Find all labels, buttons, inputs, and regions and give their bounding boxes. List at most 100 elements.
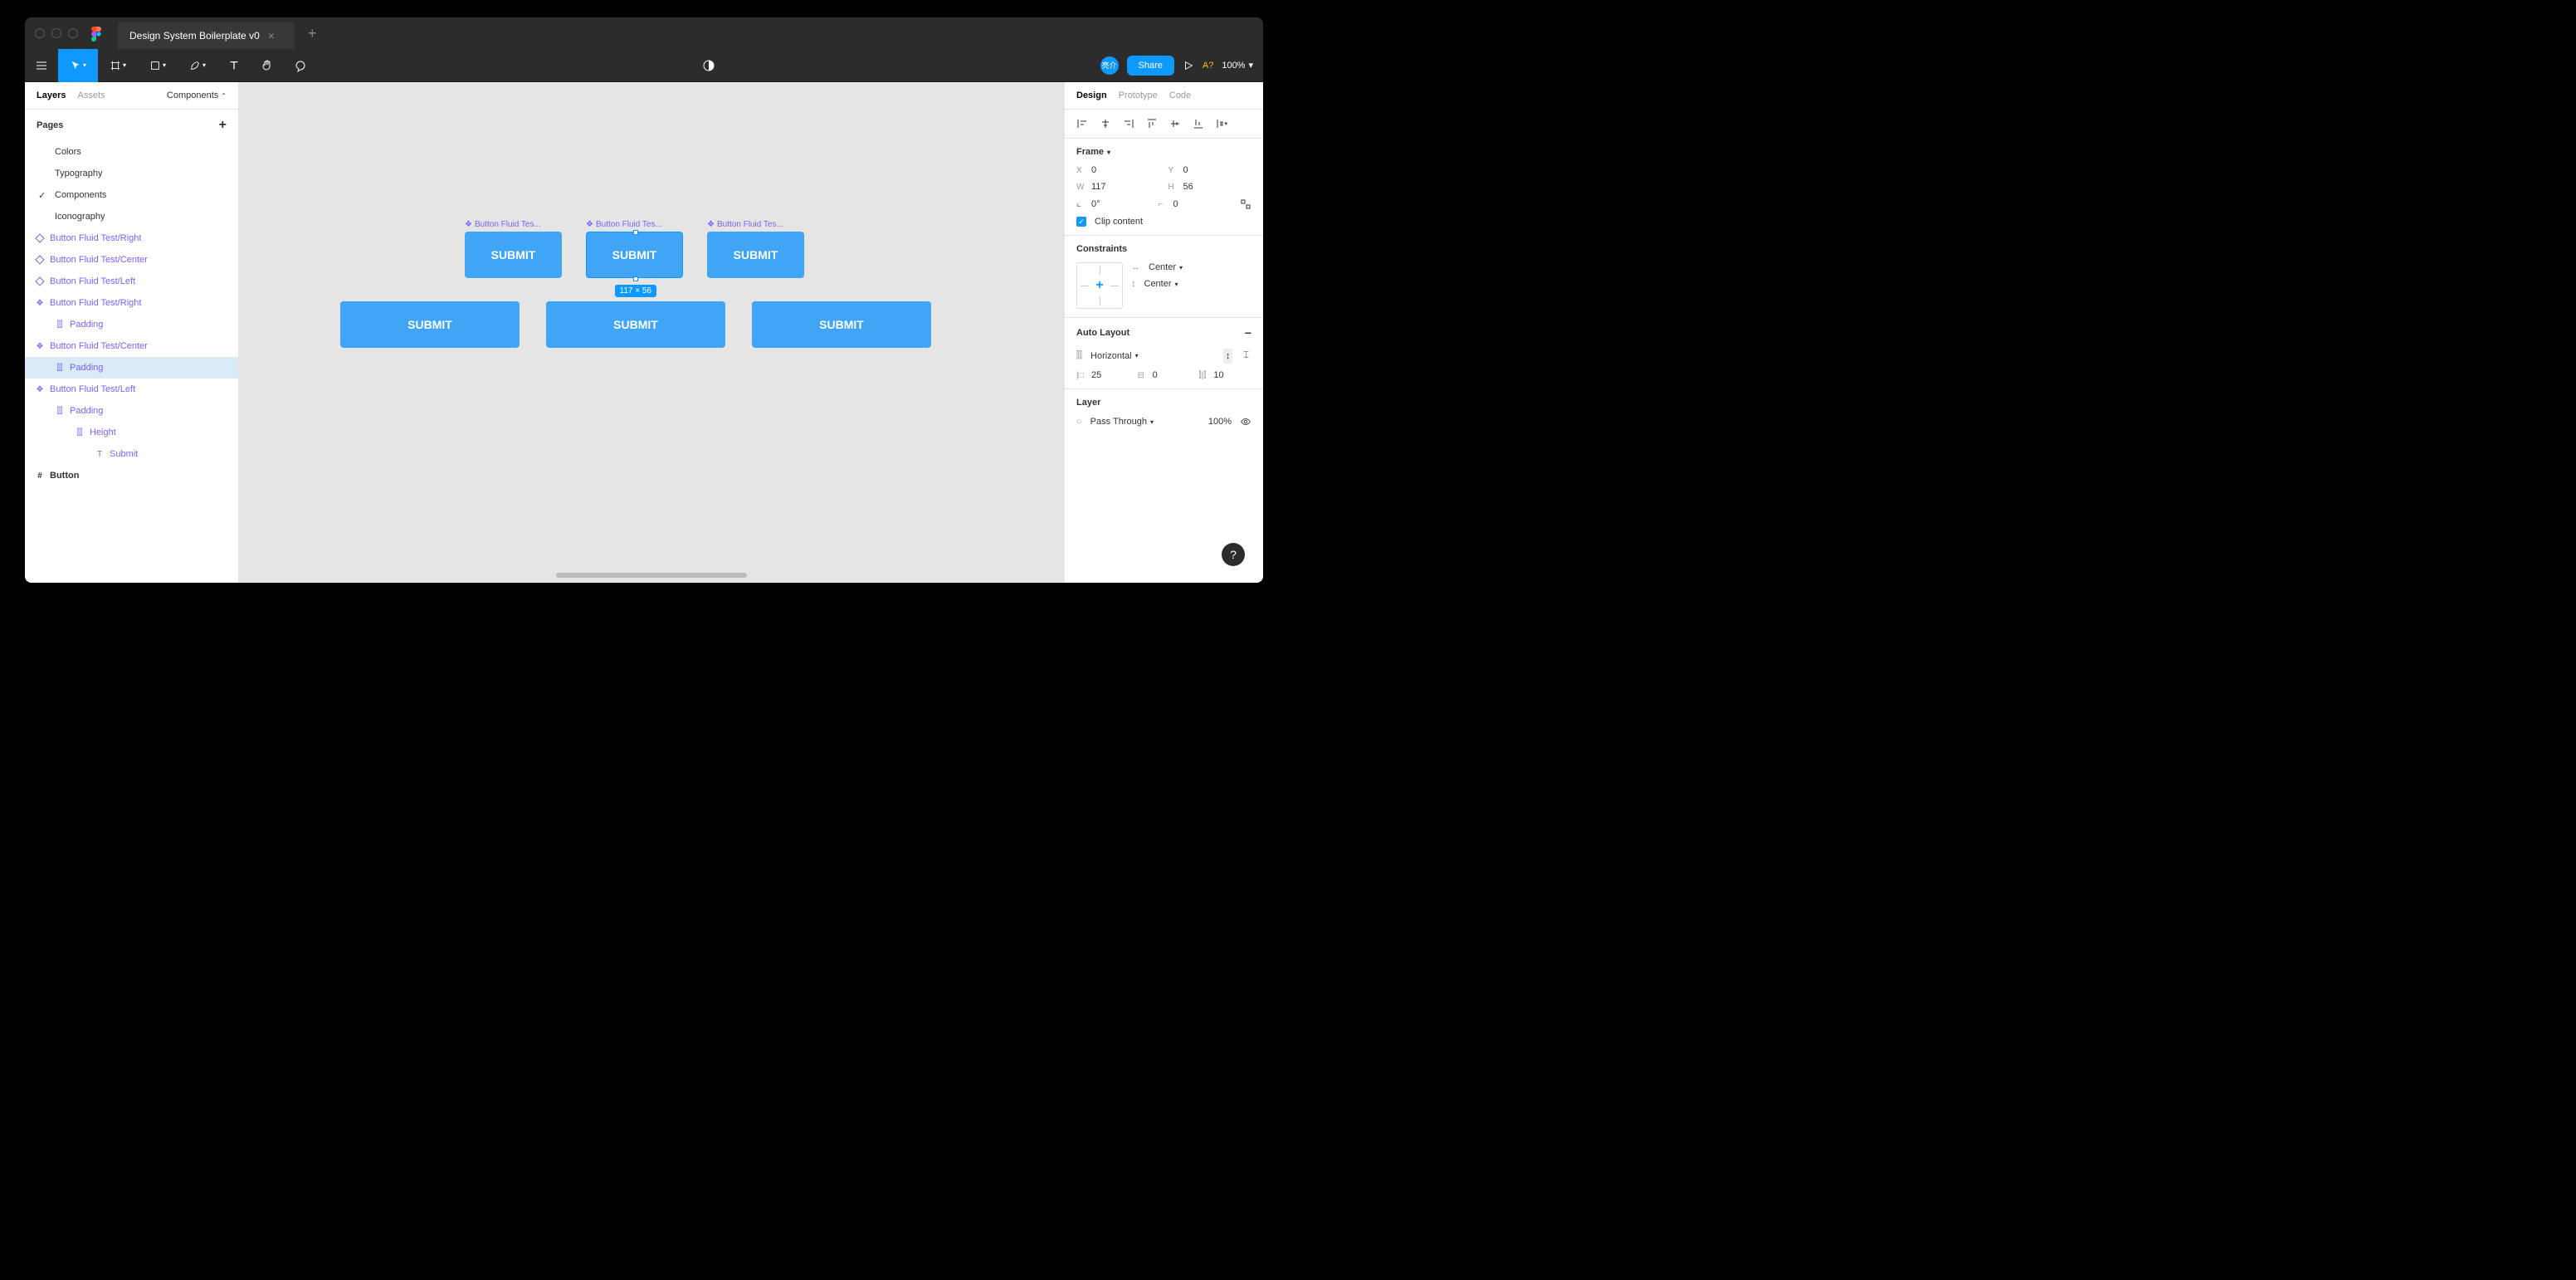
close-window-icon[interactable] — [35, 28, 45, 38]
user-avatar[interactable]: 亮介 — [1100, 56, 1119, 75]
main-area: Layers Assets Components ⌃ Pages + Color… — [25, 82, 1263, 583]
blend-dropdown[interactable]: Pass Through ▾ — [1090, 417, 1154, 427]
new-tab-button[interactable]: + — [308, 25, 317, 42]
share-button[interactable]: Share — [1127, 56, 1174, 76]
pages-header: Pages + — [25, 110, 238, 141]
menu-button[interactable] — [25, 49, 58, 82]
item-spacing-input[interactable]: 10 — [1213, 370, 1223, 380]
layer-item[interactable]: ❖Button Fluid Test/Left — [25, 379, 238, 400]
auto-layout-section: Auto Layout − ⫿⫿ Horizontal ▾ ↕ ⌶ |□25 ⊟… — [1065, 318, 1263, 389]
canvas-button[interactable]: SUBMIT — [707, 232, 804, 278]
v-constraint-dropdown[interactable]: Center ▾ — [1144, 279, 1178, 289]
clip-content-checkbox[interactable]: ✓ — [1076, 217, 1086, 227]
canvas-button[interactable]: SUBMIT — [340, 301, 520, 348]
y-input[interactable]: 0 — [1183, 165, 1188, 175]
canvas[interactable]: ❖ Button Fluid Tes... ❖ Button Fluid Tes.… — [239, 82, 1064, 583]
layer-item[interactable]: Button Fluid Test/Left — [25, 271, 238, 292]
text-tool[interactable] — [217, 49, 251, 82]
canvas-button[interactable]: SUBMIT — [546, 301, 725, 348]
align-bottom-icon[interactable] — [1193, 118, 1204, 129]
tab-title: Design System Boilerplate v0 — [129, 30, 260, 42]
h-input[interactable]: 56 — [1183, 182, 1193, 192]
pages-list: ColorsTypographyComponentsIconography — [25, 141, 238, 227]
move-tool[interactable]: ▾ — [58, 49, 98, 82]
horizontal-scrollbar[interactable] — [556, 573, 747, 578]
resize-h-icon[interactable]: ⌶ — [1241, 348, 1251, 364]
tab-design[interactable]: Design — [1076, 90, 1107, 100]
auto-layout-label: Auto Layout — [1076, 328, 1129, 338]
padding-input[interactable]: 25 — [1091, 370, 1101, 380]
align-top-icon[interactable] — [1146, 118, 1158, 129]
page-item[interactable]: Typography — [25, 163, 238, 184]
file-tab[interactable]: Design System Boilerplate v0 × — [118, 22, 295, 49]
shape-tool[interactable]: ▾ — [138, 49, 178, 82]
frame-tool[interactable]: ▾ — [98, 49, 138, 82]
align-h-center-icon[interactable] — [1100, 118, 1111, 129]
layer-name: Button Fluid Test/Center — [50, 255, 148, 265]
minimize-window-icon[interactable] — [51, 28, 61, 38]
component-label[interactable]: ❖ Button Fluid Tes... — [707, 220, 783, 229]
layer-item[interactable]: Button Fluid Test/Right — [25, 227, 238, 249]
tab-assets[interactable]: Assets — [77, 90, 105, 100]
layer-item[interactable]: ❖Button Fluid Test/Right — [25, 292, 238, 314]
distribute-icon[interactable]: ▾ — [1216, 118, 1227, 129]
radius-icon: ⌐ — [1159, 200, 1168, 209]
add-page-button[interactable]: + — [219, 118, 227, 133]
comment-tool[interactable] — [284, 49, 317, 82]
play-icon[interactable] — [1183, 60, 1194, 71]
layer-item[interactable]: #Button — [25, 465, 238, 486]
layer-name: Button Fluid Test/Center — [50, 341, 148, 351]
layer-item[interactable]: ⫿⫿Padding — [25, 400, 238, 422]
selection-handle[interactable] — [633, 276, 638, 281]
tab-layers[interactable]: Layers — [37, 90, 66, 100]
rotation-input[interactable]: 0° — [1091, 199, 1100, 209]
layer-item[interactable]: TSubmit — [25, 443, 238, 465]
page-item[interactable]: Components — [25, 184, 238, 206]
close-tab-icon[interactable]: × — [268, 29, 275, 42]
variant-icon — [35, 233, 45, 243]
page-item[interactable]: Colors — [25, 141, 238, 163]
pen-tool[interactable]: ▾ — [178, 49, 217, 82]
frame-dropdown[interactable]: Frame ▾ — [1076, 147, 1110, 157]
v-spacing-input[interactable]: 0 — [1153, 370, 1158, 380]
align-v-center-icon[interactable] — [1169, 118, 1181, 129]
layer-item[interactable]: Button Fluid Test/Center — [25, 249, 238, 271]
w-input[interactable]: 117 — [1091, 182, 1106, 192]
tab-code[interactable]: Code — [1169, 90, 1191, 100]
frame-section: Frame ▾ X0 Y0 W117 H56 ⟀0° ⌐0 — [1065, 139, 1263, 236]
layer-item[interactable]: ❖Button Fluid Test/Center — [25, 335, 238, 357]
contrast-icon[interactable] — [702, 59, 715, 72]
zoom-control[interactable]: 100% ▾ — [1222, 60, 1253, 71]
h-constraint-dropdown[interactable]: Center ▾ — [1149, 262, 1183, 272]
canvas-button[interactable]: SUBMIT — [465, 232, 562, 278]
maximize-window-icon[interactable] — [68, 28, 78, 38]
figma-logo-icon — [91, 27, 105, 40]
canvas-button[interactable]: SUBMIT — [586, 232, 683, 278]
radius-input[interactable]: 0 — [1173, 199, 1178, 209]
constraints-visual[interactable]: + — [1076, 262, 1123, 309]
component-label[interactable]: ❖ Button Fluid Tes... — [586, 220, 662, 229]
independent-corners-icon[interactable] — [1240, 198, 1251, 210]
selection-handle[interactable] — [633, 230, 638, 235]
opacity-input[interactable]: 100% — [1208, 417, 1232, 427]
resize-v-icon[interactable]: ↕ — [1223, 349, 1233, 364]
tab-prototype[interactable]: Prototype — [1119, 90, 1158, 100]
layer-item[interactable]: ⫿⫿Padding — [25, 314, 238, 335]
components-dropdown[interactable]: Components ⌃ — [167, 90, 227, 100]
align-left-icon[interactable] — [1076, 118, 1088, 129]
x-input[interactable]: 0 — [1091, 165, 1096, 175]
layer-item[interactable]: ⫿⫿Height — [25, 422, 238, 443]
hand-tool[interactable] — [251, 49, 284, 82]
remove-autolayout-button[interactable]: − — [1245, 326, 1251, 340]
x-label: X — [1076, 166, 1086, 175]
layer-item[interactable]: ⫿⫿Padding — [25, 357, 238, 379]
direction-dropdown[interactable]: Horizontal ▾ — [1090, 351, 1139, 361]
left-panel-tabs: Layers Assets Components ⌃ — [25, 82, 238, 110]
align-right-icon[interactable] — [1123, 118, 1134, 129]
missing-fonts-indicator[interactable]: A? — [1203, 61, 1213, 71]
page-item[interactable]: Iconography — [25, 206, 238, 227]
component-label[interactable]: ❖ Button Fluid Tes... — [465, 220, 541, 229]
visibility-icon[interactable] — [1240, 416, 1251, 427]
canvas-button[interactable]: SUBMIT — [752, 301, 931, 348]
help-button[interactable]: ? — [1222, 543, 1245, 566]
